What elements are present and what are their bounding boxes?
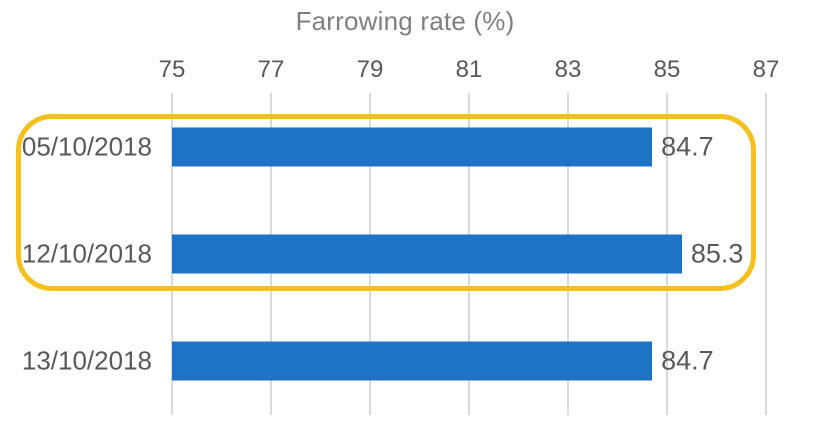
bar — [172, 341, 653, 381]
x-axis-tick-label: 81 — [455, 56, 483, 83]
x-axis-tick-label: 83 — [554, 56, 582, 83]
value-label: 85.3 — [690, 238, 744, 269]
x-axis-tick-label: 75 — [158, 56, 186, 83]
category-label: 05/10/2018 — [21, 131, 152, 162]
x-axis-tick-label: 85 — [653, 56, 681, 83]
bar — [172, 127, 653, 167]
bar — [172, 234, 682, 274]
value-label: 84.7 — [661, 345, 714, 376]
category-label: 13/10/2018 — [21, 345, 152, 376]
x-axis-tick-label: 87 — [752, 56, 780, 83]
highlight-box — [16, 114, 756, 291]
value-label: 84.7 — [661, 131, 714, 162]
x-axis-tick-label: 79 — [356, 56, 384, 83]
chart-title: Farrowing rate (%) — [295, 6, 515, 36]
gridline — [765, 93, 767, 415]
x-axis-tick-label: 77 — [257, 56, 285, 83]
category-label: 12/10/2018 — [21, 238, 152, 269]
